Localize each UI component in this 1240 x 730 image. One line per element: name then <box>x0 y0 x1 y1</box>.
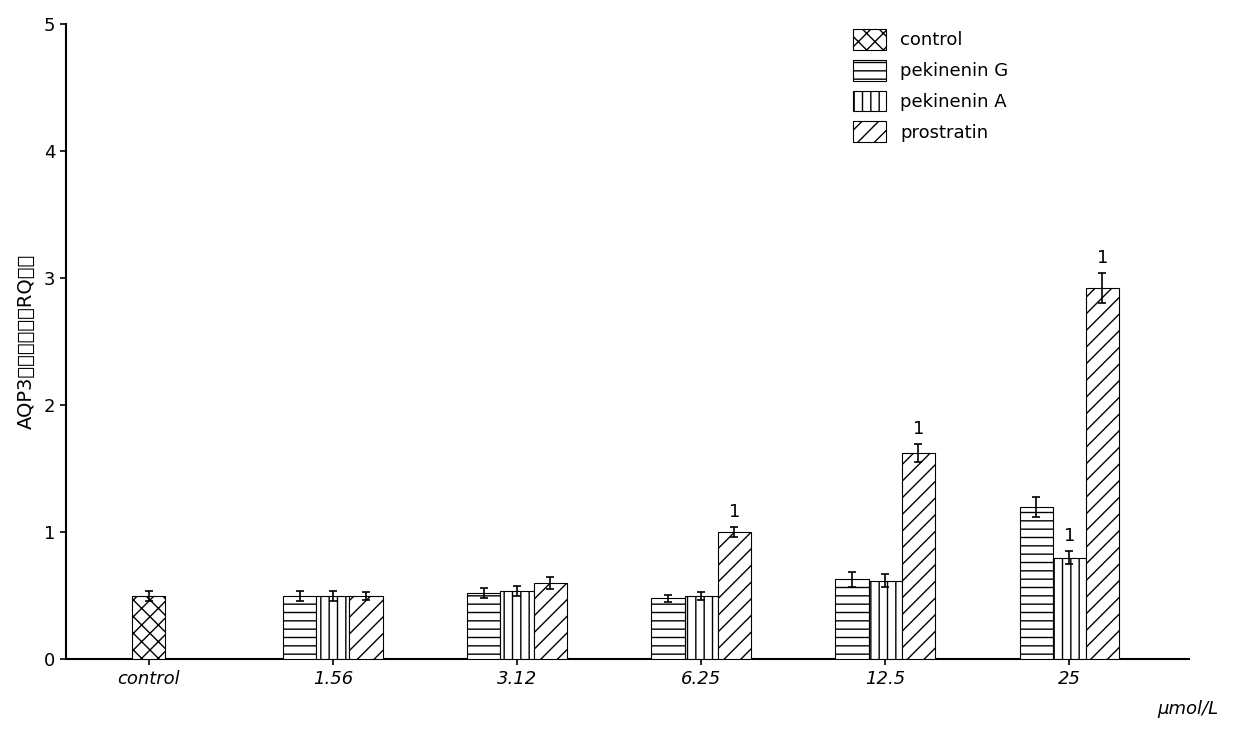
Bar <box>651 599 684 659</box>
Bar <box>684 596 718 659</box>
Text: 1: 1 <box>913 420 924 438</box>
Text: 1: 1 <box>1064 527 1075 545</box>
Text: 1: 1 <box>1096 248 1109 266</box>
Bar <box>901 453 935 659</box>
Bar <box>718 532 750 659</box>
Bar <box>350 596 383 659</box>
Text: μmol/L: μmol/L <box>1158 700 1219 718</box>
Bar <box>1086 288 1118 659</box>
Y-axis label: AQP3相对表达量（RQ値）: AQP3相对表达量（RQ値） <box>16 254 36 429</box>
Legend: control, pekinenin G, pekinenin A, prostratin: control, pekinenin G, pekinenin A, prost… <box>844 20 1017 151</box>
Bar <box>869 580 901 659</box>
Bar <box>501 591 533 659</box>
Bar <box>1053 558 1086 659</box>
Bar <box>1019 507 1053 659</box>
Bar <box>283 596 316 659</box>
Bar <box>467 593 501 659</box>
Bar <box>133 596 165 659</box>
Bar <box>533 583 567 659</box>
Bar <box>836 580 869 659</box>
Bar <box>316 596 350 659</box>
Text: 1: 1 <box>729 503 740 520</box>
